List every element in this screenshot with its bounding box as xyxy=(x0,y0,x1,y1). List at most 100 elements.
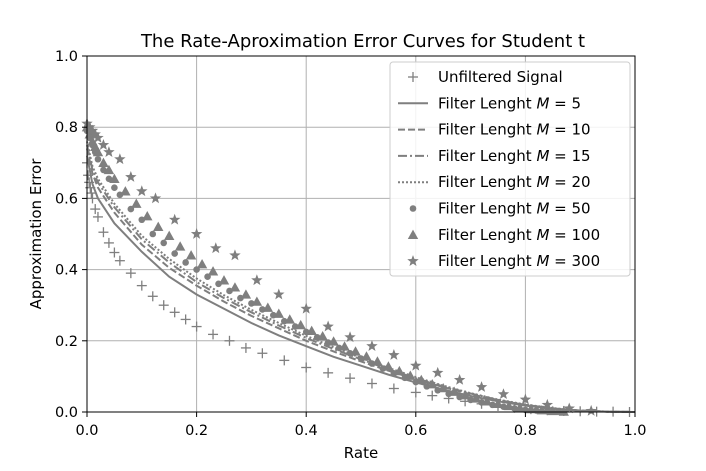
data-point xyxy=(182,259,189,266)
data-point xyxy=(438,382,449,393)
data-point xyxy=(284,314,295,324)
legend-label-prefix: Filter Lenght xyxy=(438,226,536,244)
data-point xyxy=(103,237,114,248)
data-point xyxy=(149,192,162,204)
data-point xyxy=(295,319,306,330)
x-tick-label: 0.8 xyxy=(514,423,537,439)
legend-item: Filter Lenght M = 20 xyxy=(398,173,591,191)
data-point xyxy=(207,266,219,276)
data-point xyxy=(89,128,101,140)
y-axis-label: Approximation Error xyxy=(27,158,45,310)
legend-label: Filter Lenght M = 20 xyxy=(438,173,591,191)
legend-label-suffix: = 10 xyxy=(549,121,590,139)
legend-label-prefix: Filter Lenght xyxy=(438,252,536,270)
data-point xyxy=(427,390,438,401)
data-point xyxy=(158,300,169,311)
data-point xyxy=(171,250,178,257)
legend-label-prefix: Filter Lenght xyxy=(438,200,536,218)
data-point xyxy=(339,341,350,351)
data-point xyxy=(208,329,219,340)
data-point xyxy=(366,340,378,351)
legend-label-prefix: Filter Lenght xyxy=(438,121,536,139)
data-point xyxy=(153,221,164,232)
legend-label: Filter Lenght M = 300 xyxy=(438,252,600,270)
x-tick-label: 0.0 xyxy=(75,423,98,439)
data-point xyxy=(300,302,312,314)
data-point xyxy=(103,164,115,175)
legend-handle xyxy=(408,72,418,82)
data-point xyxy=(164,230,175,240)
data-point xyxy=(503,400,515,411)
data-point xyxy=(475,381,488,392)
data-point xyxy=(492,398,504,408)
legend-label-var: M xyxy=(536,94,549,112)
data-point xyxy=(306,325,317,335)
x-axis-label: Rate xyxy=(344,444,378,462)
data-point xyxy=(111,184,118,192)
data-point xyxy=(114,153,126,165)
legend-label: Unfiltered Signal xyxy=(438,68,563,86)
data-point xyxy=(86,124,99,136)
data-point xyxy=(432,366,444,378)
legend-item: Filter Lenght M = 15 xyxy=(398,147,591,165)
series-7 xyxy=(81,122,569,416)
data-point xyxy=(169,307,180,318)
data-point xyxy=(388,383,399,394)
data-point xyxy=(453,373,466,385)
data-point xyxy=(525,403,537,414)
series-line xyxy=(86,144,636,413)
data-point xyxy=(459,390,471,400)
data-point xyxy=(427,379,438,389)
data-point xyxy=(109,173,120,183)
data-point xyxy=(317,330,328,341)
data-point xyxy=(92,146,104,157)
data-point xyxy=(103,146,115,157)
data-point xyxy=(98,227,109,238)
data-point xyxy=(131,198,142,208)
y-tick-label: 0.8 xyxy=(55,120,78,136)
data-point xyxy=(251,296,263,306)
data-point xyxy=(120,186,131,196)
data-point xyxy=(405,370,416,380)
data-point xyxy=(97,139,110,150)
data-point xyxy=(180,314,191,325)
data-point xyxy=(383,361,394,371)
series-3 xyxy=(86,148,636,413)
data-point xyxy=(328,336,339,346)
series-4 xyxy=(86,144,636,413)
data-point xyxy=(190,228,203,239)
data-point xyxy=(109,247,120,258)
data-point xyxy=(251,274,263,286)
legend-label-suffix: = 5 xyxy=(549,94,581,112)
plot-area xyxy=(81,117,636,417)
data-point xyxy=(147,291,158,302)
data-point xyxy=(229,282,241,292)
data-point xyxy=(185,250,197,260)
plot-frame xyxy=(86,55,636,413)
data-point xyxy=(345,373,356,384)
series-8 xyxy=(81,117,597,416)
legend-label: Filter Lenght M = 10 xyxy=(438,121,591,139)
data-point xyxy=(86,188,97,199)
chart-title: The Rate-Aproximation Error Curves for S… xyxy=(140,31,585,52)
legend-label-suffix: = 20 xyxy=(549,173,590,191)
data-point xyxy=(196,259,208,269)
legend-label-var: M xyxy=(536,121,549,139)
data-point xyxy=(229,249,241,261)
legend-box xyxy=(389,61,631,277)
data-point xyxy=(301,362,312,373)
data-point xyxy=(514,402,526,412)
x-tick-label: 0.2 xyxy=(185,423,208,439)
x-tick-label: 0.6 xyxy=(404,423,427,439)
legend-item: Filter Lenght M = 50 xyxy=(409,200,591,218)
legend-label: Filter Lenght M = 100 xyxy=(438,226,600,244)
data-point xyxy=(361,351,372,361)
legend-handle xyxy=(409,205,417,212)
data-point xyxy=(388,349,400,360)
data-point xyxy=(558,406,569,416)
data-point xyxy=(547,405,558,416)
legend-label: Filter Lenght M = 5 xyxy=(438,94,581,112)
legend-item: Filter Lenght M = 10 xyxy=(398,121,591,139)
data-point xyxy=(160,239,168,247)
x-tick-label: 1.0 xyxy=(623,423,646,439)
